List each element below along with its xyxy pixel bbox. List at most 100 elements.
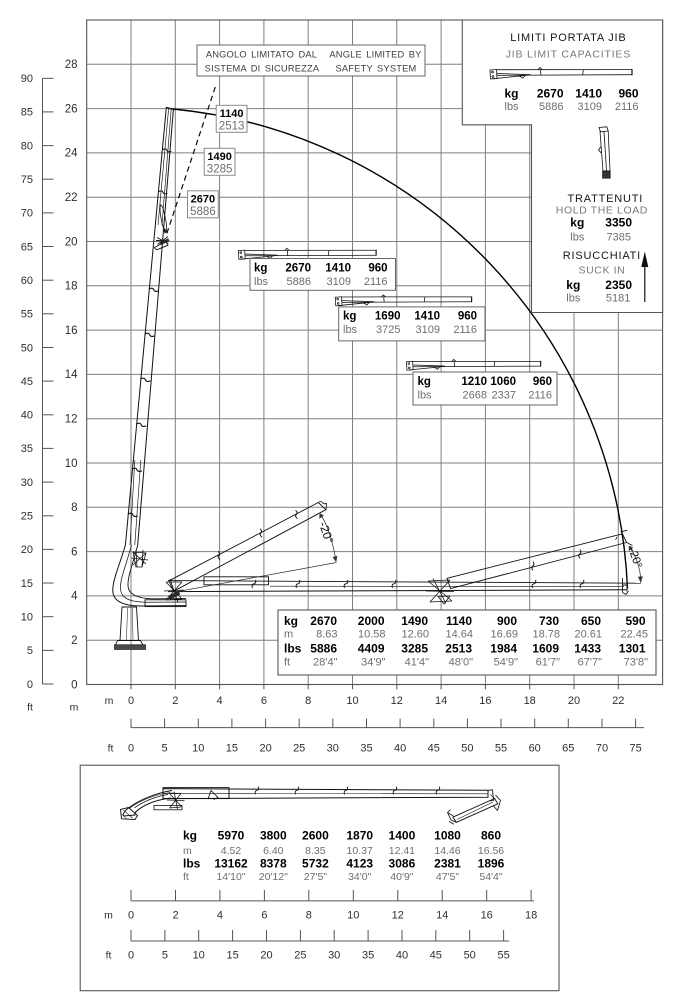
svg-text:m: m — [183, 845, 192, 857]
svg-text:14: 14 — [435, 695, 447, 707]
svg-text:75: 75 — [629, 743, 641, 755]
svg-text:45: 45 — [430, 950, 442, 962]
svg-text:28'4": 28'4" — [313, 656, 337, 668]
svg-text:m: m — [70, 702, 79, 714]
svg-text:650: 650 — [581, 614, 601, 628]
svg-text:2116: 2116 — [453, 324, 477, 336]
svg-text:67'7": 67'7" — [578, 656, 602, 668]
svg-text:lbs: lbs — [505, 101, 520, 113]
svg-text:28: 28 — [65, 59, 78, 71]
svg-text:1080: 1080 — [434, 828, 461, 842]
svg-text:m: m — [104, 909, 113, 921]
svg-text:65: 65 — [21, 241, 33, 253]
svg-text:lbs: lbs — [343, 324, 358, 336]
svg-text:2670: 2670 — [537, 87, 564, 101]
svg-text:10.58: 10.58 — [358, 628, 386, 640]
svg-text:2670: 2670 — [285, 262, 311, 274]
svg-text:40'9": 40'9" — [390, 871, 414, 883]
svg-text:2: 2 — [71, 635, 77, 647]
svg-text:0: 0 — [128, 743, 134, 755]
svg-text:960: 960 — [458, 311, 477, 323]
svg-text:15: 15 — [21, 578, 33, 590]
svg-text:34'9": 34'9" — [361, 656, 385, 668]
svg-text:m: m — [105, 695, 114, 707]
svg-text:2337: 2337 — [492, 389, 516, 401]
svg-text:55: 55 — [497, 950, 509, 962]
svg-text:1490: 1490 — [207, 151, 231, 163]
svg-text:1410: 1410 — [575, 87, 602, 101]
svg-text:1301: 1301 — [619, 642, 646, 656]
svg-text:14.46: 14.46 — [434, 845, 460, 857]
svg-text:2116: 2116 — [364, 276, 388, 288]
svg-text:50: 50 — [21, 342, 33, 354]
svg-text:5886: 5886 — [310, 642, 337, 656]
svg-text:27'5": 27'5" — [304, 871, 328, 883]
svg-text:20'12": 20'12" — [259, 871, 288, 883]
svg-text:6: 6 — [71, 546, 77, 558]
svg-text:8.63: 8.63 — [316, 628, 337, 640]
svg-text:65: 65 — [562, 743, 574, 755]
svg-text:730: 730 — [539, 614, 559, 628]
svg-text:20: 20 — [259, 743, 271, 755]
svg-text:25: 25 — [294, 950, 306, 962]
svg-text:0: 0 — [71, 679, 77, 691]
svg-text:14'10": 14'10" — [216, 871, 245, 883]
svg-text:41'4": 41'4" — [405, 656, 429, 668]
svg-text:0: 0 — [128, 695, 134, 707]
svg-text:40: 40 — [21, 410, 33, 422]
svg-text:12.60: 12.60 — [401, 628, 429, 640]
svg-text:22: 22 — [612, 695, 624, 707]
svg-text:3109: 3109 — [327, 276, 351, 288]
svg-text:590: 590 — [625, 614, 645, 628]
svg-text:3086: 3086 — [389, 856, 416, 870]
svg-text:35: 35 — [362, 950, 374, 962]
svg-text:5: 5 — [162, 743, 168, 755]
svg-text:kg: kg — [343, 311, 356, 323]
svg-text:10: 10 — [193, 950, 205, 962]
svg-text:5886: 5886 — [190, 206, 216, 218]
svg-text:12.41: 12.41 — [389, 845, 415, 857]
svg-text:75: 75 — [21, 174, 33, 186]
svg-text:4409: 4409 — [358, 642, 385, 656]
svg-text:24: 24 — [65, 148, 78, 160]
svg-text:20: 20 — [21, 544, 33, 556]
svg-text:12: 12 — [391, 695, 403, 707]
svg-text:SUCK IN: SUCK IN — [579, 264, 626, 276]
svg-text:60: 60 — [529, 743, 541, 755]
svg-text:8: 8 — [305, 695, 311, 707]
svg-text:54'9": 54'9" — [494, 656, 518, 668]
svg-text:5970: 5970 — [218, 828, 245, 842]
svg-text:10: 10 — [347, 909, 359, 921]
svg-text:6.40: 6.40 — [263, 845, 284, 857]
svg-text:ft: ft — [27, 702, 33, 714]
svg-text:8: 8 — [306, 909, 312, 921]
svg-text:0: 0 — [128, 950, 134, 962]
svg-text:55: 55 — [495, 743, 507, 755]
svg-text:RISUCCHIATI: RISUCCHIATI — [563, 250, 641, 262]
svg-text:ft: ft — [284, 656, 290, 668]
svg-text:3285: 3285 — [401, 642, 428, 656]
svg-text:16: 16 — [479, 695, 491, 707]
svg-text:50: 50 — [461, 743, 473, 755]
svg-text:5181: 5181 — [606, 293, 630, 305]
svg-text:-20°: -20° — [316, 520, 337, 546]
svg-text:30: 30 — [327, 743, 339, 755]
svg-text:8: 8 — [71, 502, 77, 514]
svg-text:lbs: lbs — [418, 389, 433, 401]
svg-text:HOLD THE LOAD: HOLD THE LOAD — [556, 205, 648, 217]
svg-text:4: 4 — [71, 591, 78, 603]
svg-text:6: 6 — [261, 909, 267, 921]
svg-text:48'0": 48'0" — [449, 656, 473, 668]
svg-text:3109: 3109 — [578, 101, 602, 113]
svg-text:8378: 8378 — [260, 856, 287, 870]
svg-text:18: 18 — [65, 281, 78, 293]
svg-text:m: m — [284, 628, 293, 640]
svg-text:70: 70 — [596, 743, 608, 755]
svg-text:45: 45 — [428, 743, 440, 755]
svg-text:2381: 2381 — [434, 856, 461, 870]
svg-text:LIMITI PORTATA JIB: LIMITI PORTATA JIB — [510, 32, 626, 44]
svg-text:1060: 1060 — [490, 376, 516, 388]
svg-text:0: 0 — [27, 679, 33, 691]
svg-text:90: 90 — [21, 73, 33, 85]
svg-text:ft: ft — [183, 871, 189, 883]
